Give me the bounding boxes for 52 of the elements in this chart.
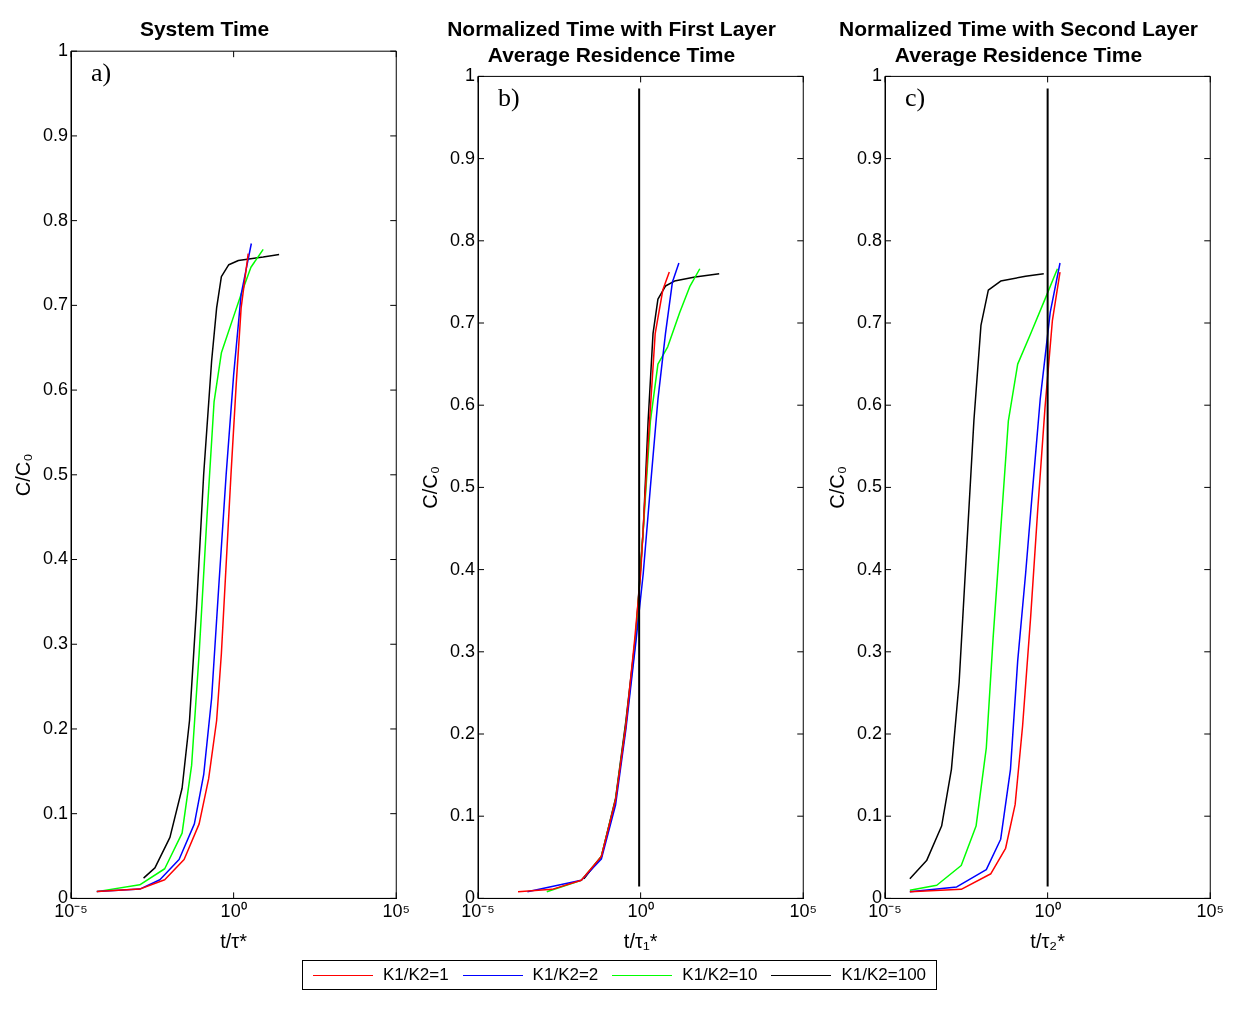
x-tick-label: 10⁵ (1196, 901, 1224, 922)
y-tick-label: 0.5 (42, 463, 69, 484)
y-tick-label: 0.4 (856, 558, 883, 579)
annotation: b) (498, 83, 520, 113)
y-tick-label: 0.1 (42, 802, 69, 823)
x-tick-label: 10⁰ (627, 901, 654, 922)
y-tick-label: 0.1 (449, 805, 476, 826)
annotation: c) (905, 83, 926, 113)
x-axis-title: t/τ₂* (1030, 929, 1066, 952)
y-tick-label: 0.5 (449, 476, 476, 497)
legend-label: K1/K2=100 (841, 965, 927, 985)
x-axis-title: t/τ₁* (623, 929, 658, 952)
y-axis-title: C/C₀ (418, 466, 441, 509)
y-tick-label: 0.2 (856, 722, 883, 743)
y-tick-label: 0.7 (42, 294, 69, 315)
legend-label: K1/K2=10 (682, 965, 758, 985)
y-tick-label: 0.1 (856, 805, 883, 826)
y-tick-label: 0.8 (449, 229, 476, 250)
x-tick-label: 10⁰ (220, 901, 247, 922)
y-tick-label: 0.4 (42, 548, 69, 569)
x-axis-title: t/τ* (220, 929, 248, 952)
x-tick-label: 10⁰ (1034, 901, 1061, 922)
y-tick-label: 0.9 (449, 147, 476, 168)
chart-title: Normalized Time with Second Layer Average Residence Time (838, 17, 1199, 66)
y-tick-label: 1 (58, 40, 69, 61)
y-tick-label: 1 (872, 65, 883, 86)
y-tick-label: 0.5 (856, 476, 883, 497)
y-tick-label: 0.6 (449, 394, 476, 415)
y-tick-label: 1 (465, 65, 476, 86)
y-tick-label: 0.4 (449, 558, 476, 579)
x-tick-label: 10⁵ (382, 901, 410, 922)
y-tick-label: 0.2 (42, 717, 69, 738)
y-tick-label: 0.7 (449, 311, 476, 332)
y-tick-label: 0.9 (856, 147, 883, 168)
y-tick-label: 0.9 (42, 124, 69, 145)
y-tick-label: 0.7 (856, 311, 883, 332)
y-tick-label: 0.3 (449, 640, 476, 661)
y-tick-label: 0.2 (449, 722, 476, 743)
y-tick-label: 0.8 (856, 229, 883, 250)
annotation: a) (91, 58, 112, 88)
y-axis-title: C/C₀ (11, 453, 34, 497)
y-tick-label: 0.6 (42, 379, 69, 400)
legend-label: K1/K2=2 (532, 965, 599, 985)
chart-title: System Time (139, 17, 270, 41)
y-tick-label: 0.3 (42, 633, 69, 654)
x-tick-label: 10⁵ (789, 901, 817, 922)
legend-label: K1/K2=1 (382, 965, 449, 985)
y-axis-title: C/C₀ (825, 466, 848, 509)
y-tick-label: 0.6 (856, 394, 883, 415)
y-tick-label: 0.8 (42, 209, 69, 230)
y-tick-label: 0.3 (856, 640, 883, 661)
chart-title: Normalized Time with First Layer Average Residence Time (447, 17, 776, 66)
